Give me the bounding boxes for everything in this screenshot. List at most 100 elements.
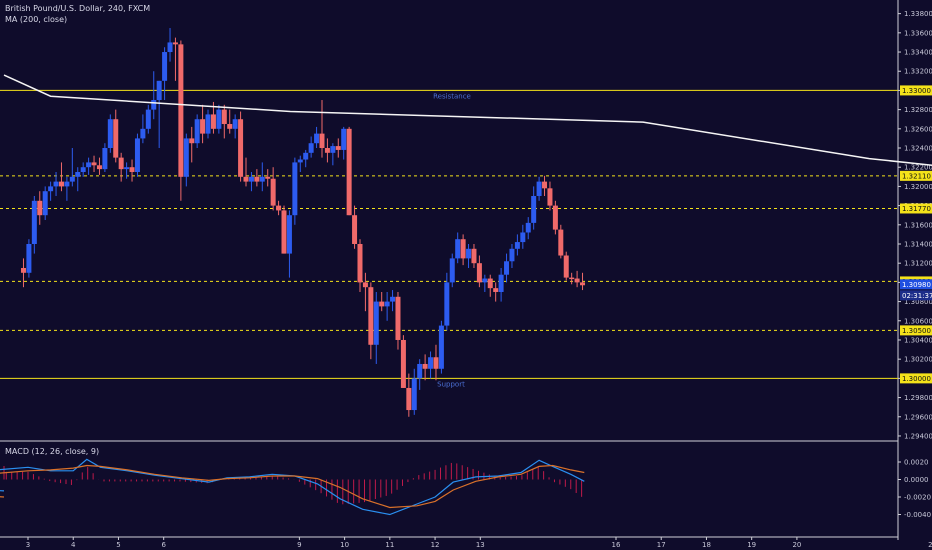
candle-body bbox=[227, 124, 233, 129]
time-tick-label: 5 bbox=[116, 541, 120, 549]
candle-body bbox=[102, 148, 108, 170]
candle-body bbox=[281, 210, 287, 254]
candle-body bbox=[531, 196, 537, 223]
candle-body bbox=[487, 278, 493, 289]
candle-body bbox=[509, 248, 515, 262]
candle-body bbox=[75, 172, 81, 177]
candle-body bbox=[221, 109, 227, 125]
candle-body bbox=[466, 248, 472, 259]
candle-body bbox=[536, 181, 542, 197]
candle-body bbox=[433, 357, 439, 369]
candle-body bbox=[362, 282, 368, 288]
candle-body bbox=[324, 148, 330, 153]
candle-body bbox=[498, 274, 504, 292]
price-tick-label: 1.29800 bbox=[904, 394, 932, 402]
candle-body bbox=[341, 128, 347, 150]
level-price-label: 1.32110 bbox=[902, 172, 931, 180]
level-price-tag bbox=[900, 170, 932, 181]
ma-200-line bbox=[3, 74, 932, 167]
candle-body bbox=[400, 339, 406, 388]
level-price-tag bbox=[900, 203, 932, 214]
candle-body bbox=[422, 363, 428, 369]
macd-tick-label: 0.0000 bbox=[904, 476, 929, 484]
candle-body bbox=[151, 100, 157, 110]
level-annotation: Resistance bbox=[433, 92, 471, 100]
candle-body bbox=[113, 119, 119, 158]
candle-body bbox=[520, 232, 526, 243]
countdown-tag bbox=[900, 290, 932, 301]
candle-body bbox=[449, 258, 455, 283]
candle-body bbox=[308, 143, 314, 153]
candle-body bbox=[276, 205, 282, 211]
price-tick-label: 1.33400 bbox=[904, 49, 932, 57]
macd-line bbox=[0, 458, 585, 516]
candle-body bbox=[37, 200, 43, 216]
candle-body bbox=[558, 229, 564, 256]
time-tick-label: 11 bbox=[385, 541, 394, 549]
candle-body bbox=[314, 133, 320, 144]
candle-body bbox=[286, 215, 292, 254]
candle-body bbox=[167, 42, 173, 53]
candle-body bbox=[42, 191, 48, 216]
last-price-label: 1.30980 bbox=[902, 281, 931, 289]
candle-body bbox=[406, 387, 412, 411]
price-tick-label: 1.32200 bbox=[904, 164, 932, 172]
candle-body bbox=[243, 176, 249, 182]
candle-body bbox=[254, 176, 260, 182]
candle-body bbox=[20, 267, 26, 273]
time-tick-label: 18 bbox=[702, 541, 711, 549]
candle-body bbox=[525, 222, 531, 233]
candle-body bbox=[140, 128, 146, 139]
level-price-label: 1.33000 bbox=[902, 87, 931, 95]
candle-body bbox=[357, 243, 363, 283]
price-tick-label: 1.32800 bbox=[904, 106, 932, 114]
candle-body bbox=[303, 152, 309, 160]
time-tick-label: 19 bbox=[747, 541, 756, 549]
price-tick-label: 1.29400 bbox=[904, 432, 932, 440]
candle-body bbox=[574, 278, 580, 283]
candle-body bbox=[124, 167, 130, 170]
level-price-label: 1.31770 bbox=[902, 205, 931, 213]
last-price-tag bbox=[900, 279, 932, 290]
signal-line bbox=[0, 464, 585, 509]
candle-body bbox=[352, 215, 358, 244]
price-tick-label: 1.30600 bbox=[904, 317, 932, 325]
candle-body bbox=[248, 176, 254, 182]
candle-body bbox=[319, 133, 325, 149]
candle-body bbox=[455, 239, 461, 259]
time-tick-label: 9 bbox=[297, 541, 301, 549]
candle-body bbox=[107, 119, 113, 149]
price-tick-label: 1.31400 bbox=[904, 240, 932, 248]
candle-body bbox=[172, 42, 178, 45]
candle-body bbox=[134, 138, 140, 173]
candle-body bbox=[216, 109, 222, 129]
level-price-label: 1.30000 bbox=[902, 375, 931, 383]
candle-body bbox=[444, 282, 450, 326]
macd-tick-label: -0.0020 bbox=[904, 494, 931, 502]
macd-tick-label: 0.0020 bbox=[904, 459, 929, 467]
candle-body bbox=[379, 301, 385, 307]
candle-body bbox=[80, 167, 86, 173]
candle-body bbox=[552, 205, 558, 230]
candle-body bbox=[395, 296, 401, 340]
candle-body bbox=[547, 188, 553, 206]
candle-body bbox=[563, 255, 569, 278]
candle-body bbox=[460, 239, 466, 259]
candle-body bbox=[31, 200, 37, 244]
candle-body bbox=[514, 242, 520, 249]
candle-body bbox=[53, 181, 59, 187]
candle-body bbox=[48, 186, 54, 192]
candle-body bbox=[118, 157, 124, 170]
candle-body bbox=[335, 146, 341, 150]
candle-body bbox=[200, 119, 206, 134]
candle-body bbox=[194, 119, 200, 144]
candle-body bbox=[210, 114, 216, 129]
price-tick-label: 1.32000 bbox=[904, 183, 932, 191]
price-tick-label: 1.30400 bbox=[904, 336, 932, 344]
time-tick-label: 10 bbox=[340, 541, 349, 549]
candle-body bbox=[259, 176, 265, 182]
time-tick-label: 6 bbox=[161, 541, 166, 549]
level-annotation: Support bbox=[437, 380, 465, 388]
candle-body bbox=[384, 301, 390, 307]
candle-body bbox=[346, 128, 352, 216]
